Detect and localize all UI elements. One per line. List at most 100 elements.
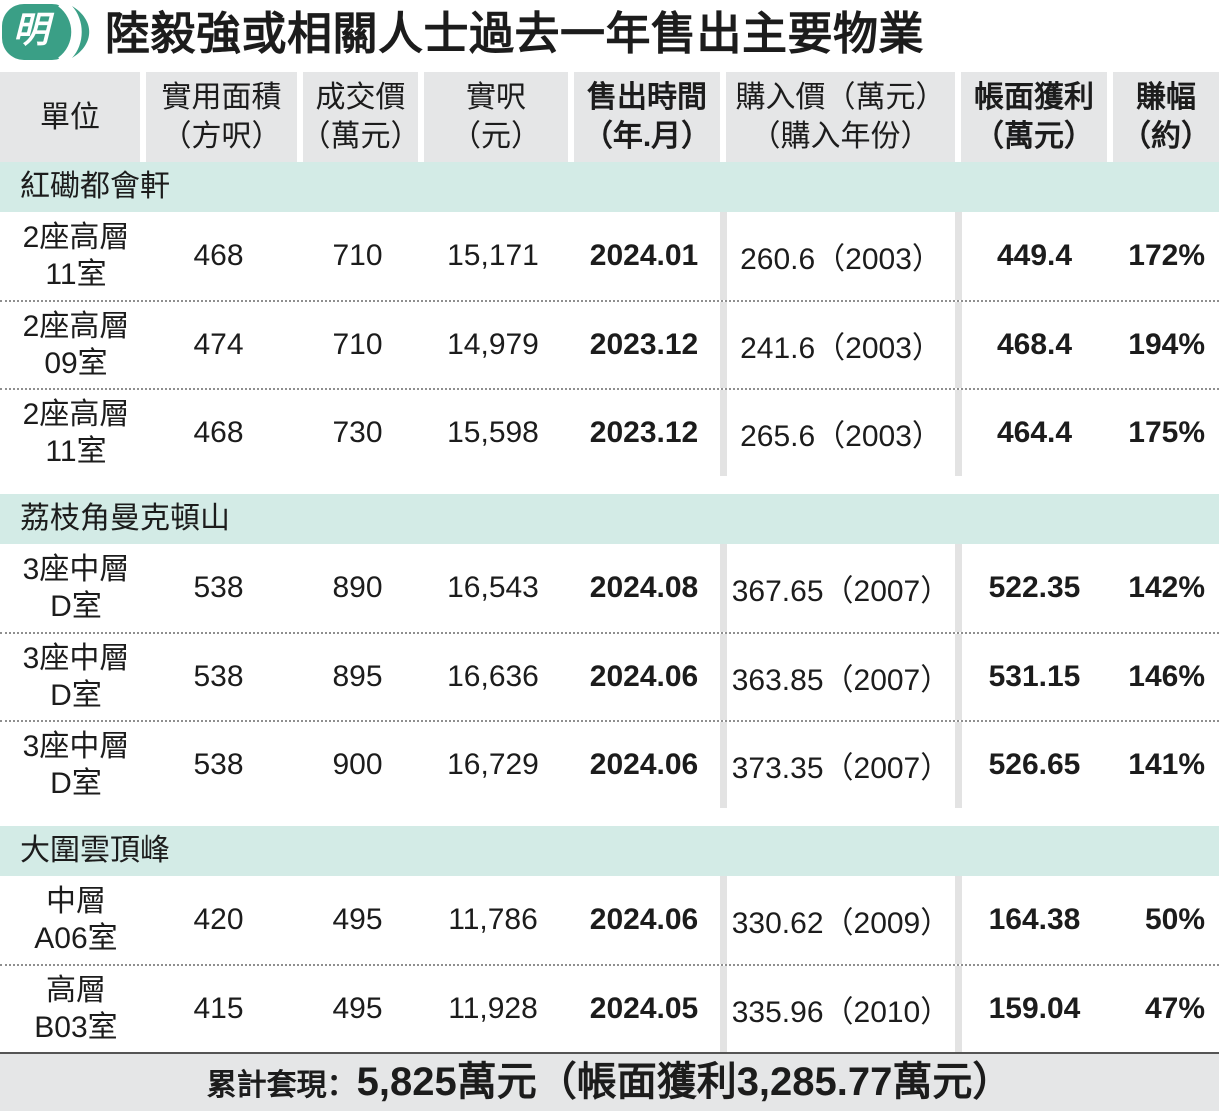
cell-unit: 2座高層 11室 bbox=[0, 390, 140, 476]
table-row: 2座高層 11室 468 730 15,598 2023.12 265.6（2003） 464… bbox=[0, 388, 1219, 476]
cell-purchase-price: 260.6（2003） bbox=[720, 212, 955, 300]
header-label: 單位 bbox=[40, 100, 100, 134]
cell-purchase-price: 363.85（2007） bbox=[720, 634, 955, 720]
cell-purchase-price: 241.6（2003） bbox=[720, 302, 955, 388]
cell-unit-line: 3座中層 bbox=[22, 642, 130, 675]
cell-unit-line: 09室 bbox=[44, 347, 108, 380]
logo-emblem-icon bbox=[2, 1, 90, 62]
cell-purchase-price: 373.35（2007） bbox=[720, 722, 955, 808]
header-area: 實用面積 （方呎） bbox=[140, 72, 297, 162]
cell-unit-line: 2座高層 bbox=[22, 310, 130, 343]
cell-purchase-price: 335.96（2010） bbox=[720, 966, 955, 1052]
cell-unit-line: 11室 bbox=[45, 435, 107, 468]
table-row: 高層 B03室 415 495 11,928 2024.05 335.96（2010） 159… bbox=[0, 964, 1219, 1052]
cell-price: 495 bbox=[332, 992, 383, 1025]
cell-price: 895 bbox=[332, 660, 383, 693]
table-row: 3座中層 D室 538 890 16,543 2024.08 367.65（2007） 522… bbox=[0, 544, 1219, 632]
cell-gain: 175% bbox=[1128, 416, 1205, 449]
header-label: 購入價（萬元） bbox=[735, 81, 946, 114]
cell-book-profit: 464.4 bbox=[955, 390, 1107, 476]
header-gain: 賺幅 （約） bbox=[1107, 72, 1219, 162]
header-price: 成交價 （萬元） bbox=[297, 72, 421, 162]
cell-sold-date: 2023.12 bbox=[589, 416, 699, 449]
table-row: 2座高層 09室 474 710 14,979 2023.12 241.6（2003） 468… bbox=[0, 300, 1219, 388]
cell-gain: 194% bbox=[1128, 328, 1205, 361]
header-sublabel: （萬元） bbox=[974, 120, 1094, 153]
header-label: 實用面積 bbox=[161, 81, 282, 114]
cell-purchase-price: 330.62（2009） bbox=[720, 876, 955, 964]
cell-area: 420 bbox=[193, 903, 244, 936]
header-label: 賺幅 bbox=[1136, 81, 1196, 114]
cell-price-per-sqft: 11,786 bbox=[448, 903, 538, 936]
cell-purchase-price: 265.6（2003） bbox=[720, 390, 955, 476]
header-bar: 明 陸毅強或相關人士過去一年售出主要物業 bbox=[0, 0, 1219, 72]
header-price-per-sqft: 實呎 （元） bbox=[418, 72, 568, 162]
cell-area: 538 bbox=[193, 571, 244, 604]
cell-book-profit: 468.4 bbox=[955, 302, 1107, 388]
table-row: 2座高層 11室 468 710 15,171 2024.01 260.6（2003） 449… bbox=[0, 212, 1219, 300]
cell-book-profit: 164.38 bbox=[955, 876, 1107, 964]
header-sublabel: （購入年份） bbox=[750, 120, 931, 153]
property-group: 大圍雲頂峰 中層 A06室 420 495 11,786 2024.06 330.62（200… bbox=[0, 826, 1219, 1052]
header-sublabel: （約） bbox=[1121, 120, 1211, 153]
cell-area: 538 bbox=[193, 748, 244, 781]
cell-unit: 中層 A06室 bbox=[0, 876, 140, 964]
cell-price-per-sqft: 16,636 bbox=[447, 660, 539, 693]
header-label: 帳面獲利 bbox=[974, 81, 1094, 114]
logo-text: 明 bbox=[13, 9, 50, 50]
cell-sold-date: 2024.01 bbox=[589, 239, 699, 272]
cell-unit: 2座高層 11室 bbox=[0, 212, 140, 300]
cell-unit: 3座中層 D室 bbox=[0, 722, 140, 808]
cell-unit-line: D室 bbox=[50, 590, 102, 623]
group-title: 紅磡都會軒 bbox=[0, 162, 1219, 212]
cell-price: 890 bbox=[332, 571, 383, 604]
total-label: 累計套現： bbox=[206, 1069, 357, 1102]
cell-unit-line: 中層 bbox=[46, 885, 106, 918]
cell-sold-date: 2024.08 bbox=[589, 571, 699, 604]
total-summary: 累計套現：5,825萬元（帳面獲利3,285.77萬元） bbox=[0, 1052, 1219, 1111]
cell-price: 710 bbox=[332, 328, 383, 361]
cell-sold-date: 2023.12 bbox=[589, 328, 699, 361]
cell-unit-line: D室 bbox=[50, 767, 102, 800]
cell-unit-line: 3座中層 bbox=[22, 730, 130, 763]
cell-price-per-sqft: 14,979 bbox=[447, 328, 539, 361]
cell-book-profit: 531.15 bbox=[955, 634, 1107, 720]
cell-unit-line: B03室 bbox=[34, 1011, 118, 1044]
cell-unit-line: 2座高層 bbox=[22, 221, 130, 254]
cell-sold-date: 2024.06 bbox=[589, 748, 699, 781]
cell-area: 468 bbox=[193, 416, 244, 449]
cell-sold-date: 2024.05 bbox=[589, 992, 699, 1025]
property-group: 紅磡都會軒 2座高層 11室 468 710 15,171 2024.01 260.6（200… bbox=[0, 162, 1219, 476]
cell-book-profit: 159.04 bbox=[955, 966, 1107, 1052]
cell-unit-line: 高層 bbox=[46, 974, 106, 1007]
group-title: 大圍雲頂峰 bbox=[0, 826, 1219, 876]
header-sublabel: （年.月） bbox=[582, 120, 712, 153]
cell-gain: 146% bbox=[1128, 660, 1205, 693]
total-value: 5,825萬元（帳面獲利3,285.77萬元） bbox=[356, 1060, 1013, 1104]
cell-book-profit: 522.35 bbox=[955, 544, 1107, 632]
cell-price: 730 bbox=[332, 416, 383, 449]
cell-purchase-price: 367.65（2007） bbox=[720, 544, 955, 632]
cell-unit: 3座中層 D室 bbox=[0, 544, 140, 632]
cell-unit-line: 11室 bbox=[45, 258, 107, 291]
cell-unit-line: 2座高層 bbox=[22, 398, 130, 431]
table-header-row: 單位 實用面積 （方呎） 成交價 （萬元） 實呎 （元） 售出時間 （年.月） 購入價（萬元） （購… bbox=[0, 72, 1219, 162]
header-label: 實呎 bbox=[466, 81, 526, 114]
cell-price: 710 bbox=[332, 239, 383, 272]
cell-area: 468 bbox=[193, 239, 244, 272]
table-row: 3座中層 D室 538 900 16,729 2024.06 373.35（2007） 526… bbox=[0, 720, 1219, 808]
cell-sold-date: 2024.06 bbox=[589, 660, 699, 693]
cell-gain: 141% bbox=[1128, 748, 1205, 781]
cell-gain: 47% bbox=[1144, 992, 1205, 1025]
cell-price: 900 bbox=[332, 748, 383, 781]
cell-area: 474 bbox=[193, 328, 244, 361]
cell-gain: 50% bbox=[1144, 903, 1205, 936]
cell-book-profit: 449.4 bbox=[955, 212, 1107, 300]
group-title: 荔枝角曼克頓山 bbox=[0, 494, 1219, 544]
header-sublabel: （方呎） bbox=[161, 120, 282, 153]
header-sublabel: （萬元） bbox=[300, 120, 421, 153]
header-purchase-price: 購入價（萬元） （購入年份） bbox=[720, 72, 955, 162]
cell-area: 538 bbox=[193, 660, 244, 693]
header-label: 售出時間 bbox=[587, 81, 707, 114]
cell-unit-line: D室 bbox=[50, 679, 102, 712]
